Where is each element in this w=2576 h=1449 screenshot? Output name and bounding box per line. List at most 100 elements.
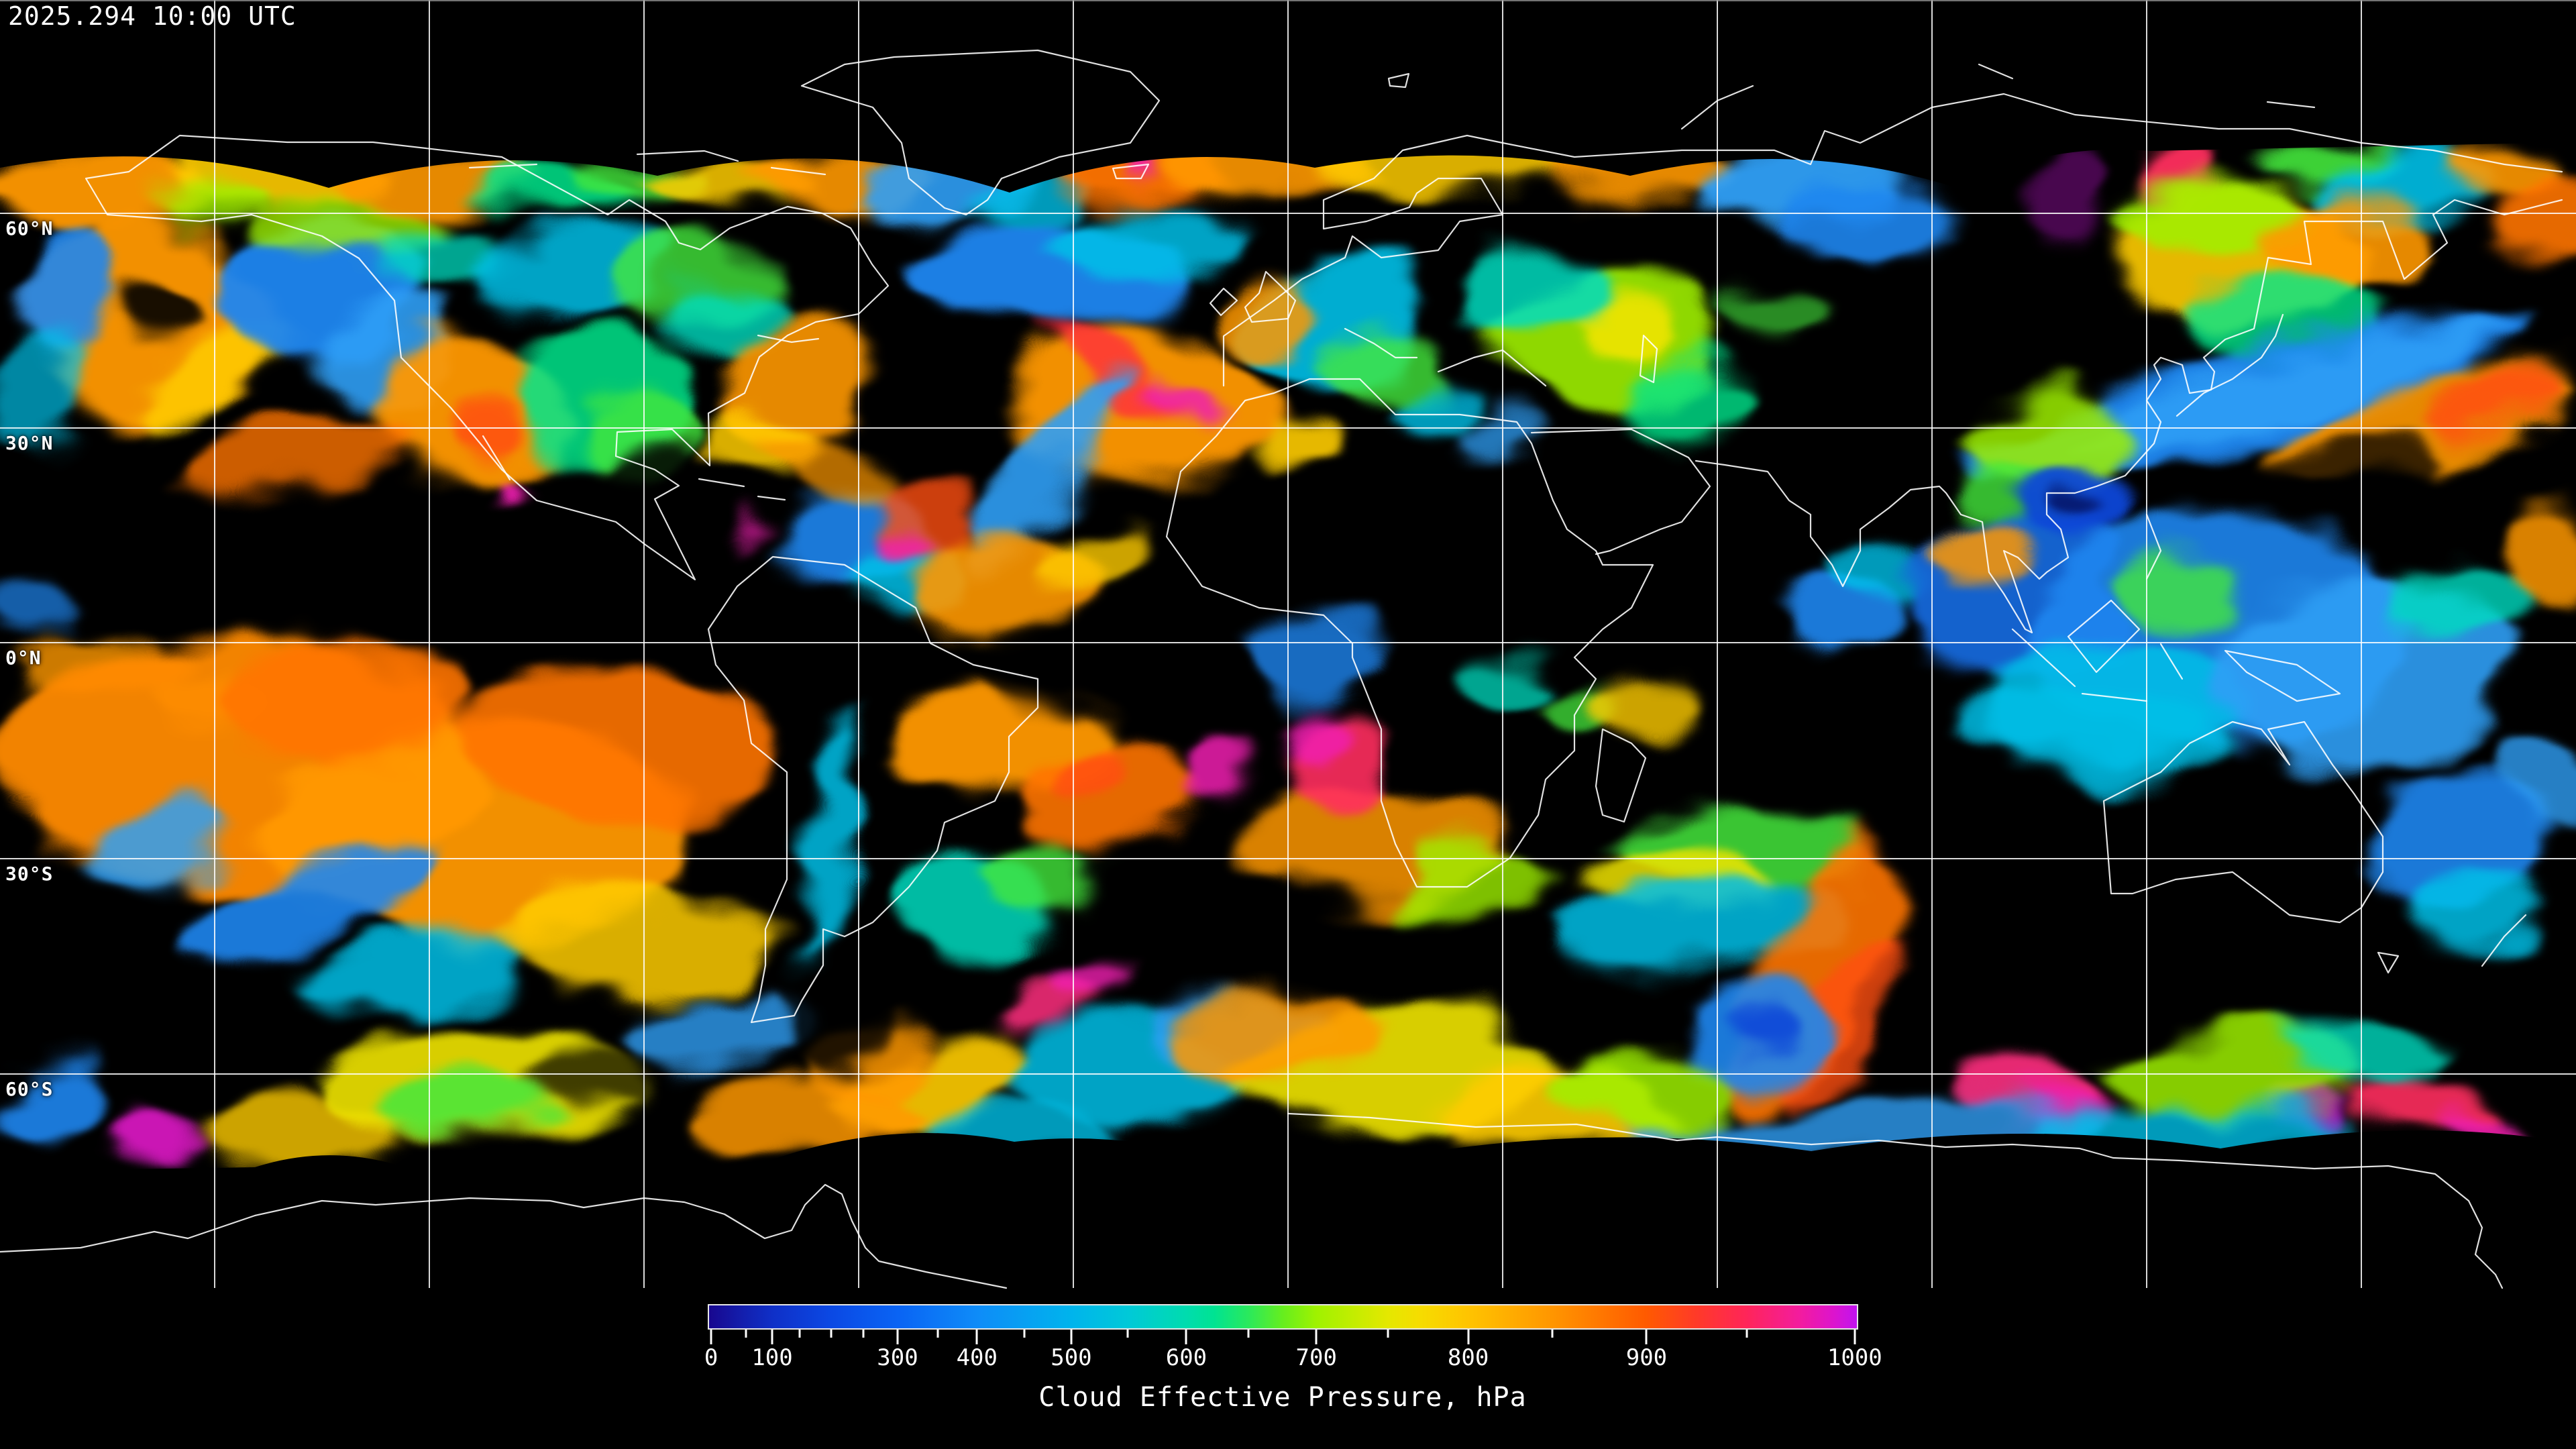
coastline-path (698, 478, 745, 488)
cloud-blob (215, 647, 470, 761)
colorbar-tick (1467, 1330, 1470, 1344)
cloud-blob (2381, 567, 2529, 641)
cloud-blob (1055, 964, 1126, 1008)
cloud-blob (1226, 280, 1320, 350)
cloud-blob (1248, 624, 1368, 698)
cloud-blob (2257, 191, 2445, 285)
colorbar-tick-label: 1000 (1827, 1344, 1882, 1371)
cloud-blob (667, 282, 775, 356)
cloud-blob (297, 938, 522, 1014)
cloud-blob (2043, 491, 2086, 525)
colorbar-tick-label: 800 (1447, 1344, 1489, 1371)
cloud-blob (1250, 417, 1333, 471)
cloud-blob (503, 477, 530, 512)
cloud-blob (1051, 745, 1125, 796)
colorbar-tick (1387, 1330, 1389, 1338)
coastline-path (482, 435, 511, 481)
cloud-blob (99, 795, 243, 889)
latitude-label: 0°N (5, 647, 42, 669)
cloud-blob (463, 664, 771, 812)
coastline-path (1680, 85, 1754, 130)
coastline-path (2266, 101, 2316, 109)
coastline-path (468, 163, 538, 169)
graticule-grid (0, 0, 2576, 1288)
colorbar-tick (1023, 1330, 1026, 1338)
cloud-blob (2026, 154, 2106, 248)
cloud-blob (2425, 869, 2553, 956)
cloud-blob (1050, 205, 1238, 278)
colorbar-tick (936, 1330, 939, 1338)
coastline-path (1387, 72, 1410, 89)
cloud-blob (2509, 500, 2576, 614)
colorbar-tick (798, 1330, 801, 1338)
cloud-blob (1556, 142, 1591, 158)
colorbar-tick (896, 1330, 899, 1344)
latitude-label: 30°S (5, 863, 54, 885)
colorbar-tick-label: 900 (1625, 1344, 1668, 1371)
cloud-blob (796, 708, 854, 975)
cloud-blob (2502, 718, 2576, 825)
cloud-blob (932, 1104, 1120, 1164)
colorbar-tick-label: 400 (956, 1344, 998, 1371)
coastline-path (2102, 720, 2384, 924)
colorbar-tick (862, 1330, 865, 1338)
coastline-path (2159, 643, 2184, 680)
coastline-path (1978, 63, 2014, 80)
cloud-blob (973, 627, 1120, 701)
cloud-blob (785, 946, 879, 1067)
coastline-path (2224, 649, 2341, 702)
coastline-path (0, 1183, 1008, 1289)
coastline-path (770, 166, 826, 176)
cloud-blob (1556, 1050, 1744, 1124)
colorbar-tick-label: 500 (1051, 1344, 1092, 1371)
frame-top-border (0, 0, 2576, 1)
cloud-blob (1581, 300, 1682, 360)
colorbar-tick (830, 1330, 832, 1338)
cloud-blob (632, 985, 817, 1068)
colorbar-tick-label: 600 (1165, 1344, 1208, 1371)
colorbar-tick (1185, 1330, 1187, 1344)
cloud-blob (1032, 525, 1148, 596)
colorbar-tick (1247, 1330, 1250, 1338)
cloud-blob (1593, 678, 1707, 738)
cloud-blob (1125, 158, 1163, 180)
coastline-path (1695, 199, 2563, 634)
coastline-path (1595, 728, 1647, 823)
cloud-blob (979, 835, 1107, 909)
coastline-path (1287, 1112, 2504, 1289)
colorbar-tick-label: 0 (704, 1344, 718, 1371)
cloud-blob (1630, 1107, 2100, 1161)
colorbar-tick (1746, 1330, 1748, 1338)
cloud-blob (1799, 926, 1904, 1099)
coastline-path (1437, 349, 1547, 387)
coastline-path (1639, 334, 1658, 384)
cloud-blob (1284, 704, 1335, 769)
colorbar-title: Cloud Effective Pressure, hPa (1038, 1382, 1527, 1413)
colorbar-tick (771, 1330, 773, 1344)
cloud-blob (2509, 174, 2576, 255)
cloud-blob (1332, 315, 1459, 402)
colorbar-tick (1854, 1330, 1856, 1344)
latitude-label: 30°N (5, 432, 54, 454)
colorbar-tick (975, 1330, 978, 1344)
cloud-blob (1462, 649, 1563, 700)
colorbar-tick (1315, 1330, 1318, 1344)
cloud-blob (2243, 432, 2426, 507)
cloud-blob (0, 1067, 91, 1140)
cloud-blob (1409, 839, 1556, 912)
coastline-path (2145, 513, 2162, 580)
cloud-blob (734, 526, 755, 541)
colorbar-tick (1645, 1330, 1648, 1344)
coastline-path (757, 495, 786, 501)
coastline-path (2176, 313, 2284, 417)
coastline-path (1165, 378, 1654, 888)
cloud-blob (590, 443, 751, 523)
colorbar-tick (1551, 1330, 1554, 1338)
cloud-blob (2127, 560, 2241, 621)
coastline-path (1244, 270, 1297, 323)
cloud-blob (775, 427, 888, 498)
coastline-path (85, 134, 890, 581)
cloud-blob (1959, 694, 2214, 758)
coastline-path (800, 49, 1161, 216)
cloud-blob (877, 524, 928, 556)
